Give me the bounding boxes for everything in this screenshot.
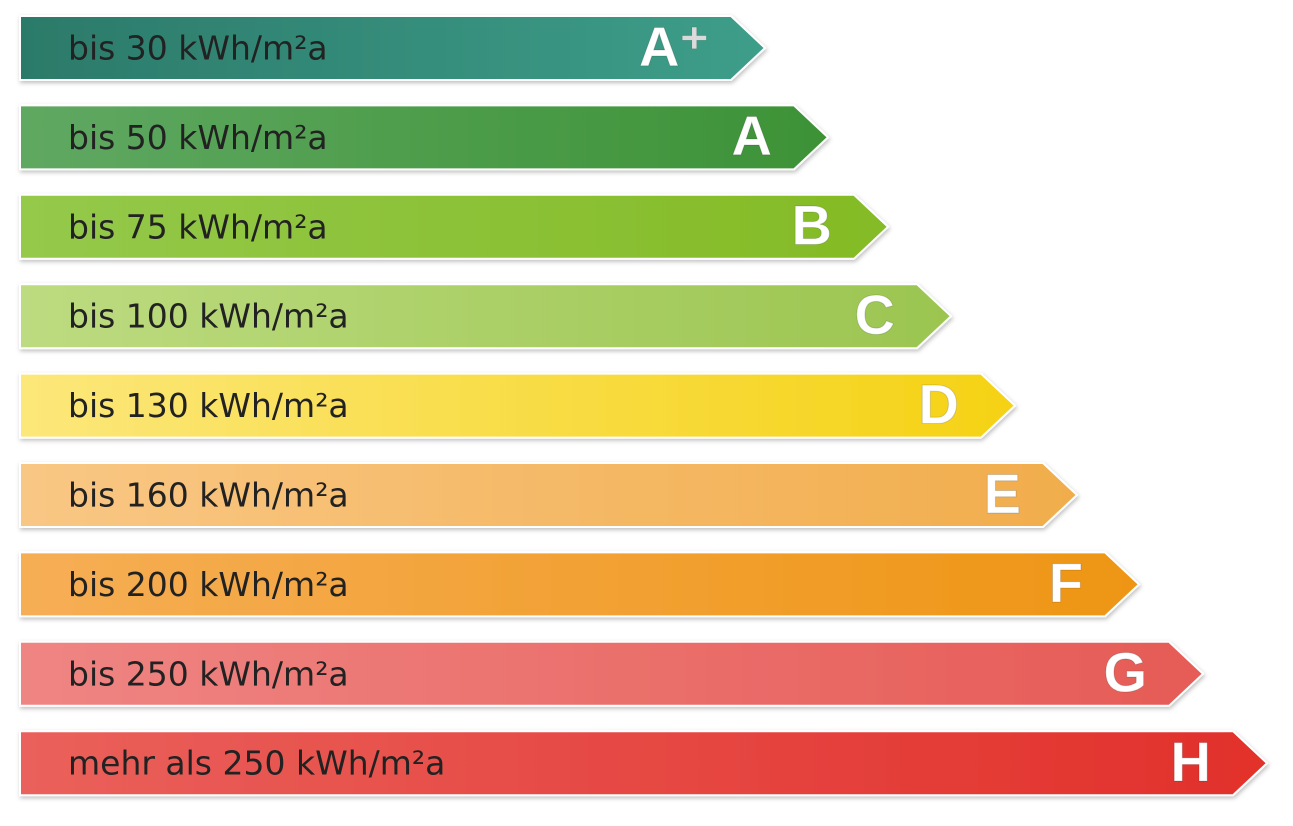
class-range: bis 100 kWh/m²a: [68, 297, 349, 336]
class-range: bis 200 kWh/m²a: [68, 565, 349, 604]
class-range: bis 30 kWh/m²a: [68, 29, 328, 68]
class-grade: D: [919, 372, 959, 435]
class-range: bis 130 kWh/m²a: [68, 386, 349, 425]
class-range: bis 75 kWh/m²a: [68, 207, 328, 246]
class-arrow: [19, 551, 1141, 618]
class-grade: C: [855, 283, 895, 346]
class-arrow: [19, 640, 1205, 707]
class-arrow: [19, 462, 1079, 528]
class-arrow: [19, 104, 830, 171]
class-grade: B: [792, 194, 832, 257]
class-grade: E: [984, 462, 1021, 525]
class-grade: H: [1171, 730, 1211, 793]
class-arrow: [19, 193, 890, 260]
class-range: bis 250 kWh/m²a: [68, 654, 349, 693]
class-range: mehr als 250 kWh/m²a: [68, 744, 445, 783]
class-range: bis 50 kWh/m²a: [68, 118, 328, 157]
class-arrow: [19, 372, 1017, 439]
class-arrow: [19, 730, 1269, 797]
class-grade: F: [1049, 551, 1083, 614]
class-grade: A: [732, 104, 772, 167]
class-arrow: [19, 283, 953, 350]
class-grade: A⁺: [639, 15, 709, 78]
class-range: bis 160 kWh/m²a: [68, 476, 349, 515]
class-arrow: [19, 15, 767, 81]
class-grade: G: [1103, 641, 1147, 704]
